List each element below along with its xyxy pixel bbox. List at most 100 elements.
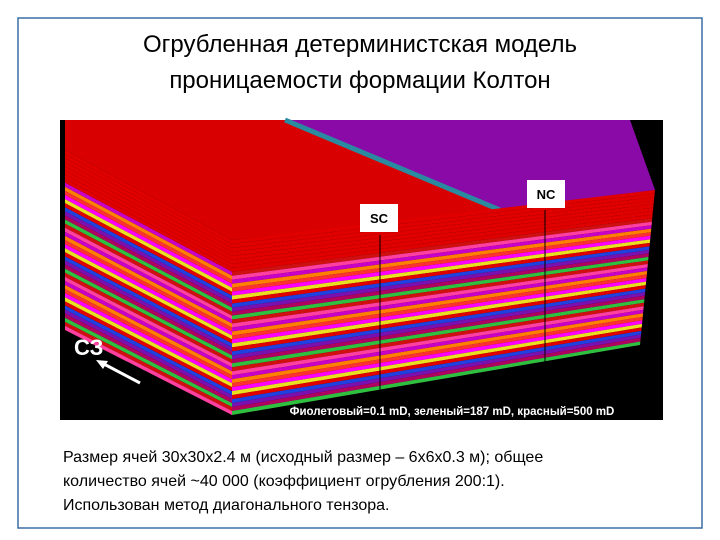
side-layer — [65, 150, 232, 244]
side-layer — [65, 325, 232, 415]
side-layer — [65, 178, 232, 272]
front-layer — [232, 295, 645, 364]
front-layer — [232, 288, 646, 356]
side-layer — [65, 317, 232, 408]
front-layer — [232, 263, 648, 328]
caption: Фиолетовый=0.1 mD, зеленый=187 mD, красн… — [290, 406, 615, 418]
side-layer — [65, 289, 232, 380]
side-layer — [65, 309, 232, 400]
side-layer — [65, 170, 232, 264]
side-layer — [65, 252, 232, 344]
label-box — [360, 204, 398, 232]
side-layer — [65, 305, 232, 396]
side-layer — [65, 260, 232, 352]
front-layer — [232, 228, 652, 288]
direction-arrow — [101, 361, 141, 385]
side-layer — [65, 182, 232, 276]
side-layer — [65, 215, 232, 308]
side-layer — [65, 244, 232, 336]
front-layer — [232, 239, 651, 300]
front-layer — [232, 316, 643, 388]
side-layer — [65, 240, 232, 332]
side-layer — [65, 174, 232, 268]
side-layer — [65, 313, 232, 404]
front-layer — [232, 330, 642, 404]
front-layer — [232, 207, 654, 264]
body-line: Использован метод диагонального тензора. — [63, 497, 389, 514]
top-face-line — [284, 117, 501, 213]
body-line: количество ячей ~40 000 (коэффициент огр… — [63, 473, 505, 490]
well-label: SC — [370, 211, 389, 226]
side-layer — [65, 190, 232, 284]
front-layer — [232, 334, 642, 408]
side-layer — [65, 272, 232, 364]
front-layer — [232, 302, 645, 372]
front-layer — [232, 200, 654, 256]
title-line: проницаемости формации Колтон — [169, 67, 550, 94]
direction-label: СЗ — [74, 335, 103, 360]
front-layer — [232, 285, 646, 352]
side-layer — [65, 219, 232, 312]
front-layer — [232, 211, 653, 268]
front-layer — [232, 341, 641, 415]
side-layer — [65, 154, 232, 248]
title-line: Огрубленная детерминистская модель — [143, 31, 577, 58]
front-layer — [232, 292, 646, 360]
side-layer — [65, 199, 232, 292]
body-line: Размер ячей 30x30x2.4 м (исходный размер… — [63, 449, 543, 466]
front-layer — [232, 221, 652, 280]
side-layer — [65, 321, 232, 412]
arrow-head — [96, 360, 108, 369]
side-layer — [65, 280, 232, 372]
well-label: NC — [537, 187, 556, 202]
front-layer — [232, 271, 648, 336]
front-layer — [232, 278, 647, 344]
side-layer — [65, 166, 232, 260]
front-layer — [232, 299, 645, 368]
front-layer — [232, 218, 653, 276]
side-layer — [65, 268, 232, 360]
model-image: SC NC СЗ Фиолетовый=0.1 mD, зеленый=187 … — [60, 117, 663, 420]
slide-frame — [17, 17, 703, 529]
side-layer — [65, 203, 232, 296]
front-layer — [232, 323, 643, 396]
side-layer — [65, 248, 232, 340]
layers — [65, 150, 655, 415]
label-box — [527, 180, 565, 208]
side-layer — [65, 223, 232, 316]
front-layer — [232, 309, 644, 380]
side-layer — [65, 186, 232, 280]
side-layer — [65, 235, 232, 328]
front-layer — [232, 232, 651, 292]
front-layer — [232, 320, 643, 392]
side-layer — [65, 211, 232, 304]
front-layer — [232, 281, 647, 348]
side-layer — [65, 264, 232, 356]
side-layer — [65, 195, 232, 288]
side-layer — [65, 207, 232, 300]
front-layer — [232, 274, 647, 340]
side-layer — [65, 285, 232, 376]
side-layer — [65, 276, 232, 368]
side-layer — [65, 227, 232, 320]
side-layer — [65, 293, 232, 384]
front-layer — [232, 225, 652, 284]
side-layer — [65, 231, 232, 324]
front-layer — [232, 327, 642, 400]
front-layer — [232, 306, 644, 376]
side-layer — [65, 162, 232, 256]
front-layer — [232, 256, 649, 320]
front-layer — [232, 267, 648, 332]
side-layer — [65, 297, 232, 388]
side-layer — [65, 301, 232, 392]
front-layer — [232, 235, 651, 296]
front-layer — [232, 313, 644, 384]
front-layer — [232, 204, 654, 260]
front-layer — [232, 214, 653, 272]
front-layer — [232, 260, 649, 324]
front-layer — [232, 337, 641, 412]
side-layer — [65, 158, 232, 252]
side-layer — [65, 256, 232, 348]
front-layer — [232, 197, 655, 252]
